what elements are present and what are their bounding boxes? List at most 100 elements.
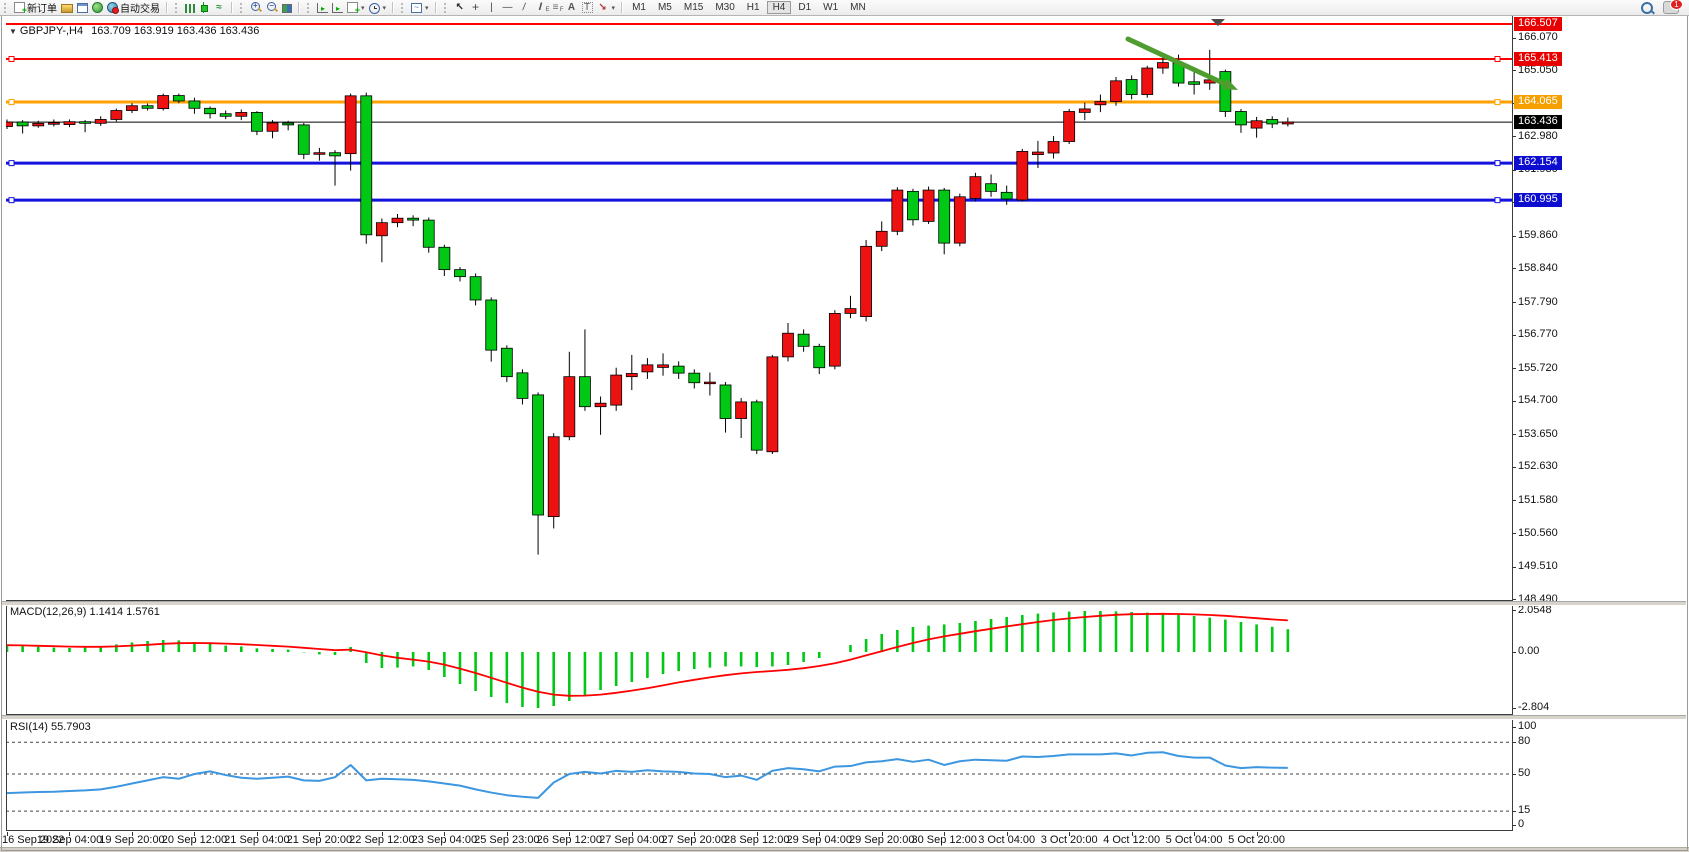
price-tick-label: 152.630 [1518, 460, 1558, 473]
text-icon: A [567, 2, 576, 13]
one-click-trading-icon[interactable]: ▼ [9, 27, 17, 36]
timeframe-m30-button[interactable]: M30 [715, 2, 735, 13]
notifications-button[interactable]: 1 [1663, 0, 1683, 14]
vertical-line-button[interactable]: | [484, 1, 500, 14]
timeframe-m5-button[interactable]: M5 [657, 2, 672, 13]
periods-dropdown-icon[interactable]: ▾ [382, 4, 387, 12]
price-tick [1512, 37, 1516, 39]
rsi-tick [1512, 726, 1516, 728]
macd-tick-label: 0.00 [1518, 645, 1540, 657]
timeframe-w1-button[interactable]: W1 [823, 2, 839, 13]
toolbar-grip[interactable] [401, 2, 406, 13]
price-badge: 164.065 [1514, 95, 1562, 110]
price-tick [1512, 434, 1516, 436]
timeframe-m1-button[interactable]: M1 [632, 2, 646, 13]
templates-button[interactable]: ~ ▾ [409, 1, 431, 14]
text-label-button[interactable]: T [580, 1, 595, 14]
horizontal-line-button[interactable]: — [500, 1, 516, 14]
time-tick-label: 26 Sep 12:00 [536, 834, 603, 846]
time-tick-label: 22 Sep 12:00 [349, 834, 415, 846]
timeframe-mn-button[interactable]: MN [850, 2, 866, 13]
bar-chart-button[interactable] [183, 2, 197, 14]
text-button[interactable]: A [564, 1, 580, 14]
panel-separator[interactable] [2, 601, 1686, 606]
price-tick-label: 154.700 [1518, 394, 1558, 407]
time-tick [506, 832, 508, 836]
search-icon[interactable] [1641, 1, 1653, 14]
rsi-line [6, 751, 1288, 799]
toolbar-grip[interactable] [175, 2, 180, 13]
charts-window-icon [77, 2, 88, 13]
timeframe-h1-button[interactable]: H1 [746, 2, 760, 13]
toolbar-separator [621, 2, 623, 13]
macd-tick-label: 2.0548 [1518, 603, 1552, 616]
timeframe-m15-button[interactable]: M15 [683, 2, 704, 13]
price-tick [1512, 400, 1516, 402]
text-label-icon: T [581, 2, 593, 13]
arrows-icon: ↘ [598, 2, 607, 13]
toolbar-grip[interactable] [307, 2, 312, 13]
new-chart-dropdown-icon[interactable]: ▾ [361, 4, 365, 12]
signals-button[interactable] [90, 1, 105, 14]
panel-separator[interactable] [2, 715, 1686, 720]
crosshair-button[interactable]: + [468, 1, 484, 14]
time-tick [194, 832, 196, 836]
rsi-tick [1512, 773, 1516, 775]
new-order-label: 新订单 [27, 4, 57, 15]
time-axis[interactable]: 16 Sep 2022 19 Sep 04:00 19 Sep 20:00 20 Se… [0, 831, 1689, 847]
price-tick [1512, 566, 1516, 568]
trend-arrow[interactable] [1125, 36, 1238, 90]
price-tick [1512, 136, 1516, 138]
timeframe-d1-button[interactable]: D1 [798, 2, 812, 13]
price-tick [1512, 533, 1516, 535]
chart-shift-marker[interactable] [1211, 19, 1225, 26]
time-tick [69, 832, 71, 836]
timeframe-h4-button[interactable]: H4 [766, 1, 792, 14]
zoom-out-button[interactable] [264, 0, 280, 14]
main-chart[interactable] [6, 16, 1513, 601]
equidistant-channel-button[interactable]: //E [532, 1, 550, 14]
rsi-panel[interactable] [6, 719, 1513, 831]
cursor-button[interactable]: ↖ [452, 1, 468, 14]
toolbar-separator [231, 2, 232, 13]
zoom-in-icon [250, 0, 263, 13]
notification-badge: 1 [1670, 0, 1683, 10]
time-tick-label: 21 Sep 20:00 [286, 834, 353, 846]
tile-windows-icon [282, 3, 292, 13]
price-tick-label: 159.860 [1518, 229, 1558, 242]
new-order-button[interactable]: 新订单 [12, 0, 59, 16]
time-tick-label: 3 Oct 04:00 [978, 834, 1036, 846]
periods-button[interactable]: ▾ [367, 1, 389, 15]
price-badge: 165.413 [1514, 51, 1562, 66]
templates-icon: ~ [411, 3, 423, 13]
horizontal-lines[interactable] [6, 23, 1512, 204]
toolbar-grip[interactable] [240, 2, 245, 13]
price-axis[interactable]: 166.070165.050164.030162.980161.930160.9… [1512, 0, 1688, 851]
auto-trading-button[interactable]: 自动交易 [105, 0, 162, 16]
toolbar-grip[interactable] [443, 2, 449, 13]
line-chart-button[interactable]: ≈ [211, 1, 227, 14]
time-tick [7, 832, 8, 836]
arrows-dropdown-icon[interactable]: ▾ [611, 4, 616, 12]
auto-scroll-button[interactable]: ▸ [315, 1, 330, 14]
signals-icon [92, 2, 103, 13]
chart-shift-button[interactable]: ▸ [330, 1, 345, 14]
market-button[interactable] [59, 1, 75, 14]
templates-dropdown-icon[interactable]: ▾ [425, 4, 429, 12]
cursor-icon: ↖ [455, 2, 464, 13]
arrows-button[interactable]: ↘ ▾ [595, 1, 618, 14]
time-tick-label: 19 Sep 04:00 [36, 834, 103, 846]
time-tick-label: 27 Sep 04:00 [599, 834, 665, 846]
price-tick [1512, 169, 1516, 171]
candlestick-button[interactable] [197, 1, 211, 14]
macd-panel[interactable] [6, 604, 1513, 715]
fibonacci-button[interactable]: ≡ F [548, 1, 564, 14]
toolbar-separator [166, 2, 167, 13]
new-chart-button[interactable]: ▾ [345, 1, 367, 16]
zoom-in-button[interactable] [248, 0, 264, 14]
candles [6, 49, 1294, 555]
charts-window-button[interactable] [75, 2, 90, 14]
toolbar-grip[interactable] [4, 2, 9, 13]
trendline-button[interactable]: / [516, 1, 532, 14]
tile-windows-button[interactable] [280, 2, 294, 14]
